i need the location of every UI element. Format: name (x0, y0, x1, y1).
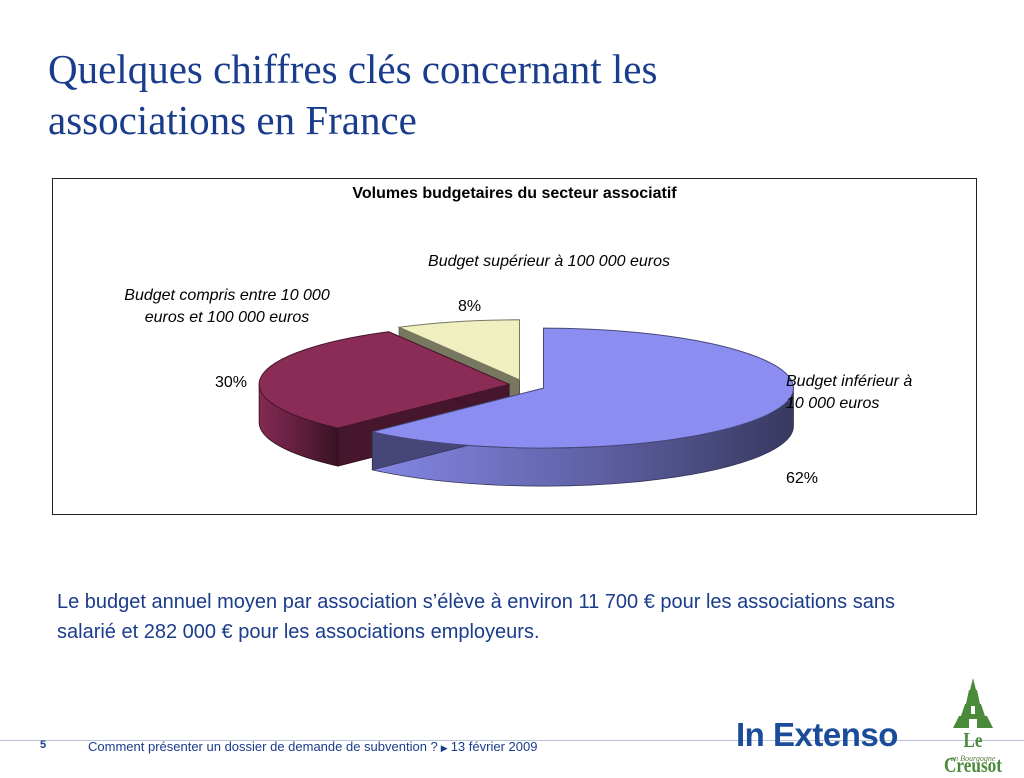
footer-date: 13 février 2009 (450, 739, 538, 754)
caption-text: Le budget annuel moyen par association s… (57, 591, 895, 643)
pie-slice-top-inferieur (372, 327, 794, 449)
footer-arrow-icon: ▶ (440, 743, 448, 753)
slice-label-compris: Budget compris entre 10 000 euros et 100… (124, 287, 330, 326)
chart-title: Volumes budgetaires du secteur associati… (352, 185, 677, 202)
slice-value-superieur: 8% (458, 298, 482, 315)
le-creusot-tower-icon (953, 678, 993, 728)
slice-value-inferieur: 62% (786, 470, 819, 487)
slide-title-line-1: Quelques chiffres clés concernant les (48, 46, 658, 92)
pie-slice-top-superieur (397, 319, 521, 381)
slice-label-inferieur: Budget inférieur à 10 000 euros (786, 373, 913, 412)
pie-chart-svg (258, 319, 794, 487)
page-number: 5 (40, 739, 47, 751)
footer-title: Comment présenter un dossier de demande … (88, 739, 438, 754)
pie-slice-top-compris (258, 331, 511, 429)
pie-chart: Volumes budgetaires du secteur associati… (52, 178, 977, 515)
in-extenso-logo: In Extenso (736, 716, 898, 753)
slice-value-compris: 30% (215, 374, 248, 391)
le-creusot-logo-subtitle: en Bourgogne (950, 754, 996, 763)
pie-slice-inferieur (371, 327, 794, 487)
slide-title: Quelques chiffres clés concernant les as… (48, 44, 948, 146)
slide-title-line-2: associations en France (48, 97, 417, 143)
slice-label-superieur: Budget supérieur à 100 000 euros (428, 253, 670, 270)
footer-text: Comment présenter un dossier de demande … (88, 739, 537, 754)
le-creusot-logo-text: Le Creusot (943, 728, 1003, 777)
footer-divider (0, 740, 1024, 741)
le-creusot-logo: Le Creusot en Bourgogne (925, 676, 1021, 777)
